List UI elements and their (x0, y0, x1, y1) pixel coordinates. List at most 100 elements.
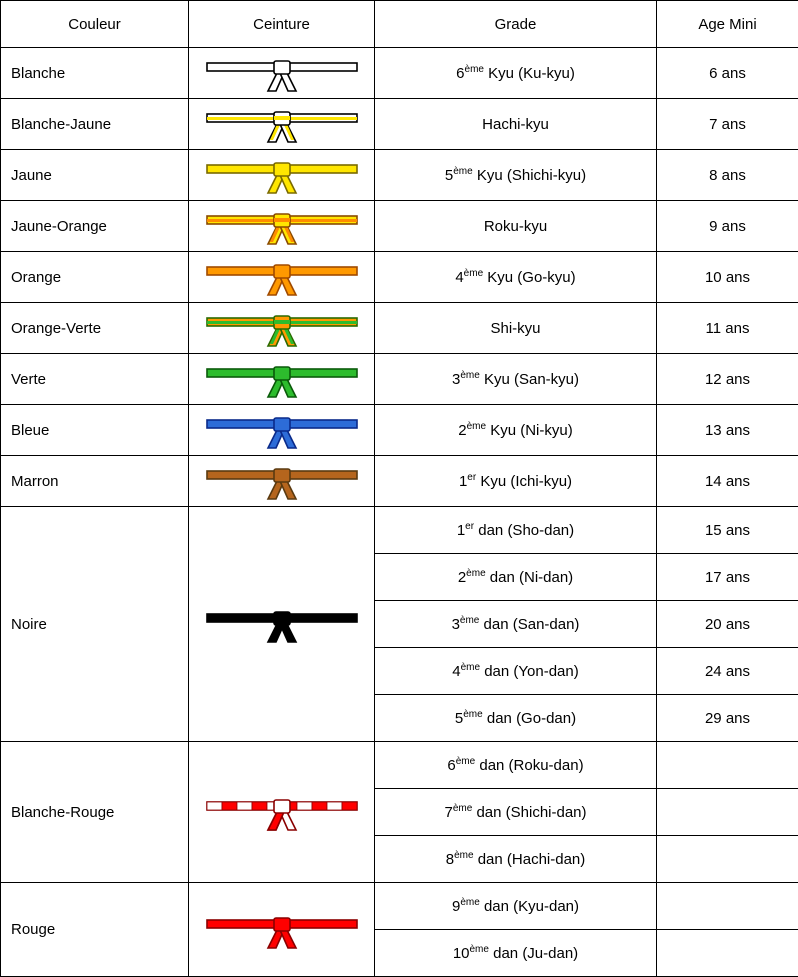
grade-ordinal: ème (470, 944, 489, 955)
grade-ordinal: ème (465, 64, 484, 75)
grade-text: dan (Roku-dan) (475, 757, 583, 774)
cell-age (657, 883, 798, 930)
cell-couleur: Orange (1, 252, 189, 303)
cell-couleur: Orange-Verte (1, 303, 189, 354)
grade-number: 5 (445, 167, 453, 184)
cell-age: 14 ans (657, 456, 798, 507)
table-row: Rouge9ème dan (Kyu-dan) (1, 883, 798, 930)
grade-number: 2 (458, 422, 466, 439)
cell-couleur: Noire (1, 507, 189, 742)
grade-ordinal: er (467, 472, 476, 483)
cell-couleur: Blanche (1, 48, 189, 99)
cell-grade: Hachi-kyu (375, 99, 657, 150)
grade-text: Roku-kyu (484, 218, 547, 235)
cell-ceinture (189, 99, 375, 150)
cell-age (657, 836, 798, 883)
grade-number: 6 (447, 757, 455, 774)
cell-age: 8 ans (657, 150, 798, 201)
belt-grade-table: Couleur Ceinture Grade Age Mini Blanche 6… (0, 0, 798, 977)
grade-text: Kyu (San-kyu) (480, 371, 579, 388)
table-row: Orange4ème Kyu (Go-kyu)10 ans (1, 252, 798, 303)
table-row: Orange-VerteShi-kyu11 ans (1, 303, 798, 354)
cell-age: 29 ans (657, 695, 798, 742)
cell-ceinture (189, 201, 375, 252)
cell-grade: 1er Kyu (Ichi-kyu) (375, 456, 657, 507)
grade-ordinal: ème (456, 756, 475, 767)
grade-text: dan (Shichi-dan) (472, 804, 586, 821)
grade-ordinal: er (465, 521, 474, 532)
cell-ceinture (189, 405, 375, 456)
cell-grade: 4ème dan (Yon-dan) (375, 648, 657, 695)
table-row: Verte3ème Kyu (San-kyu)12 ans (1, 354, 798, 405)
grade-number: 6 (456, 65, 464, 82)
cell-couleur: Bleue (1, 405, 189, 456)
cell-age: 15 ans (657, 507, 798, 554)
grade-text: Shi-kyu (490, 320, 540, 337)
grade-ordinal: ème (453, 803, 472, 814)
table-header-row: Couleur Ceinture Grade Age Mini (1, 1, 798, 48)
yellow_orange-belt-icon (202, 233, 362, 250)
table-row: Jaune5ème Kyu (Shichi-kyu)8 ans (1, 150, 798, 201)
grade-number: 4 (455, 269, 463, 286)
grade-ordinal: ème (454, 850, 473, 861)
cell-age: 24 ans (657, 648, 798, 695)
table-row: Marron1er Kyu (Ichi-kyu)14 ans (1, 456, 798, 507)
grade-text: Kyu (Ku-kyu) (484, 65, 575, 82)
grade-text: dan (Kyu-dan) (480, 898, 579, 915)
cell-grade: 10ème dan (Ju-dan) (375, 930, 657, 977)
cell-age: 7 ans (657, 99, 798, 150)
grade-number: 1 (457, 522, 465, 539)
cell-ceinture (189, 48, 375, 99)
orange-belt-icon (202, 284, 362, 301)
cell-age: 9 ans (657, 201, 798, 252)
grade-ordinal: ème (464, 268, 483, 279)
cell-age: 12 ans (657, 354, 798, 405)
grade-number: 7 (444, 804, 452, 821)
white_red-belt-icon (202, 819, 362, 836)
grade-number: 5 (455, 710, 463, 727)
grade-text: Hachi-kyu (482, 116, 549, 133)
cell-ceinture (189, 354, 375, 405)
blue-belt-icon (202, 437, 362, 454)
grade-text: dan (Go-dan) (483, 710, 576, 727)
cell-grade: 5ème Kyu (Shichi-kyu) (375, 150, 657, 201)
grade-ordinal: ème (460, 615, 479, 626)
grade-text: Kyu (Ichi-kyu) (476, 473, 572, 490)
yellow-belt-icon (202, 182, 362, 199)
grade-text: dan (Hachi-dan) (474, 851, 586, 868)
cell-grade: 6ème Kyu (Ku-kyu) (375, 48, 657, 99)
col-age: Age Mini (657, 1, 798, 48)
cell-grade: Roku-kyu (375, 201, 657, 252)
cell-ceinture (189, 507, 375, 742)
grade-ordinal: ème (453, 166, 472, 177)
cell-age: 20 ans (657, 601, 798, 648)
grade-ordinal: ème (467, 421, 486, 432)
cell-grade: 1er dan (Sho-dan) (375, 507, 657, 554)
table-row: Noire1er dan (Sho-dan)15 ans (1, 507, 798, 554)
orange_green-belt-icon (202, 335, 362, 352)
grade-number: 10 (453, 945, 470, 962)
cell-ceinture (189, 883, 375, 977)
cell-age (657, 789, 798, 836)
cell-grade: 2ème dan (Ni-dan) (375, 554, 657, 601)
grade-text: Kyu (Shichi-kyu) (473, 167, 586, 184)
cell-couleur: Blanche-Jaune (1, 99, 189, 150)
cell-couleur: Verte (1, 354, 189, 405)
cell-grade: 8ème dan (Hachi-dan) (375, 836, 657, 883)
cell-couleur: Jaune-Orange (1, 201, 189, 252)
cell-age (657, 930, 798, 977)
cell-ceinture (189, 456, 375, 507)
grade-ordinal: ème (461, 662, 480, 673)
col-couleur: Couleur (1, 1, 189, 48)
grade-number: 2 (458, 569, 466, 586)
grade-text: dan (Yon-dan) (480, 663, 579, 680)
grade-ordinal: ème (466, 568, 485, 579)
cell-grade: 3ème dan (San-dan) (375, 601, 657, 648)
cell-grade: 6ème dan (Roku-dan) (375, 742, 657, 789)
table-row: Blanche-Rouge6ème dan (Roku-dan) (1, 742, 798, 789)
cell-age: 10 ans (657, 252, 798, 303)
cell-couleur: Blanche-Rouge (1, 742, 189, 883)
cell-couleur: Jaune (1, 150, 189, 201)
white_yellow-belt-icon (202, 131, 362, 148)
black-belt-icon (202, 631, 362, 648)
